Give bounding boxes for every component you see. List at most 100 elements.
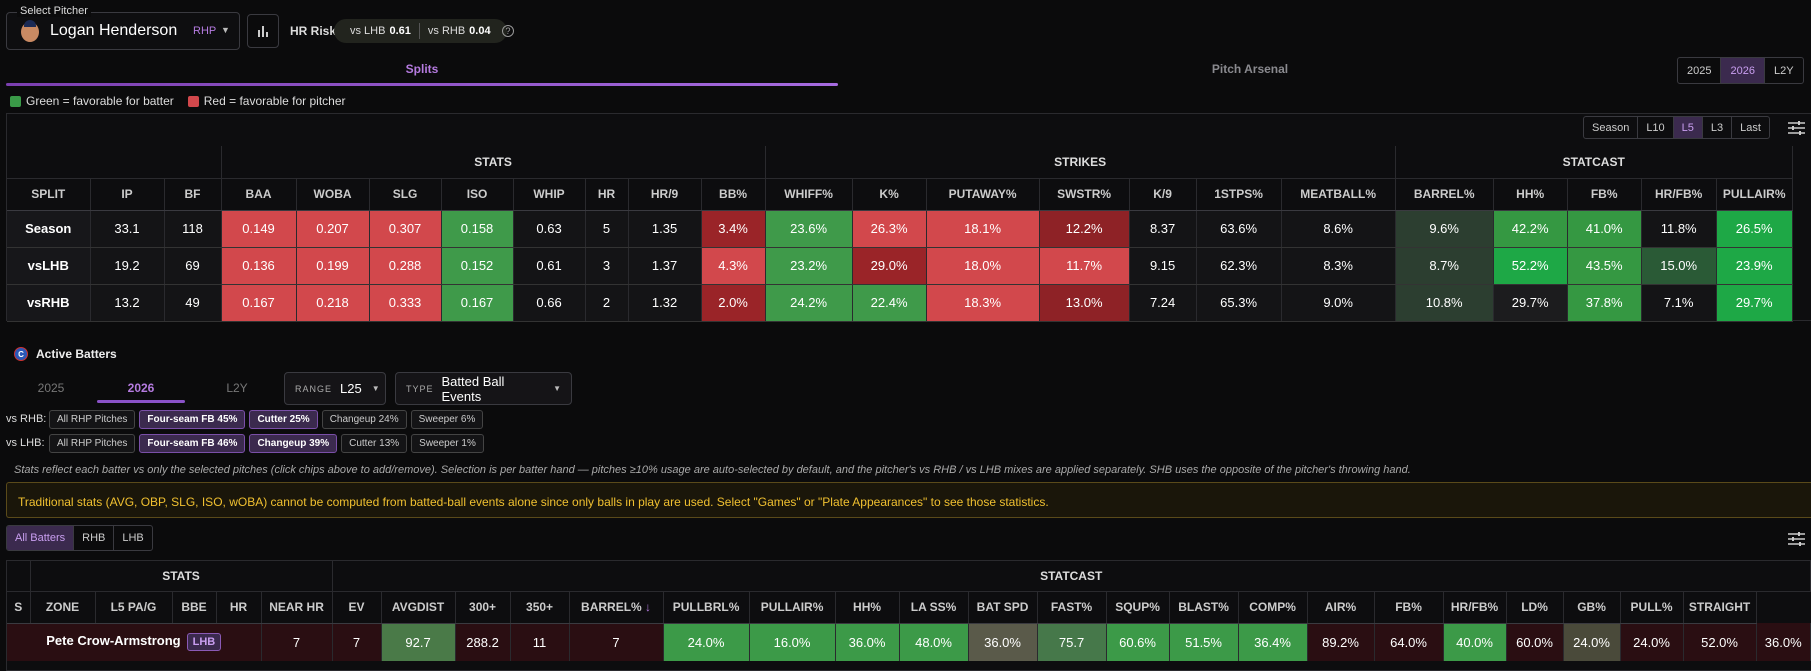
stat-cell: 11: [510, 623, 570, 661]
range-option-season[interactable]: Season: [1584, 117, 1639, 138]
stat-cell: 8.3%: [1281, 247, 1396, 285]
batter-year-tab-2026[interactable]: 2026: [127, 381, 155, 395]
range-option-l3[interactable]: L3: [1703, 117, 1733, 138]
tab-splits[interactable]: Splits: [405, 62, 439, 76]
col-header-k-9[interactable]: K/9: [1129, 178, 1197, 211]
col-header-pull[interactable]: PULL%: [1620, 591, 1684, 624]
col-header-swstr[interactable]: SWSTR%: [1039, 178, 1130, 211]
col-header-350[interactable]: 350+: [510, 591, 570, 624]
batter-year-tab-l2y[interactable]: L2Y: [226, 381, 248, 395]
pitch-chip-four-seam-fb-46[interactable]: Four-seam FB 46%: [139, 434, 246, 453]
col-header-l5-pa-g[interactable]: L5 PA/G: [95, 591, 173, 624]
batter-year-tab-2025[interactable]: 2025: [37, 381, 65, 395]
pitcher-select-label: Select Pitcher: [17, 5, 91, 17]
pitch-chip-all-rhp-pitches[interactable]: All RHP Pitches: [49, 434, 136, 453]
col-header-1stps[interactable]: 1STPS%: [1196, 178, 1282, 211]
tab-pitch-arsenal[interactable]: Pitch Arsenal: [1211, 62, 1289, 76]
col-header-fast[interactable]: FAST%: [1037, 591, 1107, 624]
col-header-ld[interactable]: LD%: [1506, 591, 1564, 624]
col-header-avgdist[interactable]: AVGDIST: [381, 591, 456, 624]
col-header-300[interactable]: 300+: [455, 591, 511, 624]
col-header-meatball[interactable]: MEATBALL%: [1281, 178, 1396, 211]
stat-cell: 63.6%: [1196, 210, 1282, 248]
col-header-fb[interactable]: FB%: [1374, 591, 1444, 624]
col-header-near-hr[interactable]: NEAR HR: [261, 591, 333, 624]
col-header-comp[interactable]: COMP%: [1238, 591, 1308, 624]
pitch-chip-changeup-24[interactable]: Changeup 24%: [321, 410, 407, 429]
type-dropdown[interactable]: TYPE Batted Ball Events ▼: [395, 372, 572, 405]
batter-name-cell[interactable]: Pete Crow-Armstrong LHB: [7, 623, 262, 661]
col-header-barrel[interactable]: BARREL% ↓: [569, 591, 664, 624]
hr-risk-label: HR Risk: [290, 24, 337, 38]
col-header-ip[interactable]: IP: [90, 178, 165, 211]
chart-toggle-button[interactable]: [247, 14, 279, 48]
col-header-hr-fb[interactable]: HR/FB%: [1443, 591, 1507, 624]
col-header-s[interactable]: S: [7, 591, 31, 624]
col-header-iso[interactable]: ISO: [441, 178, 514, 211]
stat-cell: 36.0%: [835, 623, 900, 661]
batter-filter-all-batters[interactable]: All Batters: [7, 526, 75, 550]
pitcher-select[interactable]: Select Pitcher Logan Henderson RHP ▼: [6, 5, 240, 50]
col-header-baa[interactable]: BAA: [221, 178, 297, 211]
col-header-slg[interactable]: SLG: [369, 178, 442, 211]
range-option-last[interactable]: Last: [1740, 121, 1761, 134]
col-header-hr-fb[interactable]: HR/FB%: [1641, 178, 1717, 211]
col-header-gb[interactable]: GB%: [1563, 591, 1621, 624]
batter-filter-rhb[interactable]: RHB: [74, 526, 115, 550]
pitch-chip-four-seam-fb-45[interactable]: Four-seam FB 45%: [139, 410, 246, 429]
col-header-fb[interactable]: FB%: [1567, 178, 1642, 211]
range-dropdown[interactable]: RANGE L25 ▼: [284, 372, 386, 405]
col-header-bat-spd[interactable]: BAT SPD: [968, 591, 1038, 624]
help-icon[interactable]: ?: [502, 25, 514, 37]
pitch-chip-all-rhp-pitches[interactable]: All RHP Pitches: [49, 410, 136, 429]
col-header-hr[interactable]: HR: [585, 178, 629, 211]
year-option-l2y[interactable]: L2Y: [1773, 64, 1794, 77]
col-header-squp[interactable]: SQUP%: [1106, 591, 1170, 624]
range-option-l5[interactable]: L5: [1673, 117, 1703, 138]
batter-hand-filter: All Batters RHB LHB: [6, 525, 153, 551]
col-header-barrel[interactable]: BARREL%: [1395, 178, 1494, 211]
pitch-chip-sweeper-6[interactable]: Sweeper 6%: [410, 410, 484, 429]
col-header-hh[interactable]: HH%: [835, 591, 900, 624]
batter-filter-lhb[interactable]: LHB: [122, 532, 144, 544]
col-header-pullbrl[interactable]: PULLBRL%: [663, 591, 750, 624]
col-header-hh[interactable]: HH%: [1493, 178, 1568, 211]
year-option-2026[interactable]: 2026: [1721, 58, 1765, 83]
pitch-chip-sweeper-1[interactable]: Sweeper 1%: [411, 434, 484, 453]
col-header-split[interactable]: SPLIT: [7, 178, 91, 211]
table-row[interactable]: Pete Crow-Armstrong LHB 7 7 92.7 288.2 11 7 24.0…: [7, 623, 1811, 661]
pitch-chip-cutter-13[interactable]: Cutter 13%: [341, 434, 408, 453]
col-header-air[interactable]: AIR%: [1307, 591, 1375, 624]
batter-hand-badge: LHB: [186, 633, 222, 652]
split-row-season: Season 33.1 118 0.149 0.207 0.307 0.158 0.63 5 1.…: [7, 210, 1793, 248]
year-option-2025[interactable]: 2025: [1678, 58, 1722, 83]
warning-banner: Traditional stats (AVG, OBP, SLG, ISO, w…: [6, 482, 1811, 518]
col-header-k[interactable]: K%: [852, 178, 927, 211]
pitch-chip-cutter-25[interactable]: Cutter 25%: [249, 410, 318, 429]
col-header-zone[interactable]: ZONE: [30, 591, 96, 624]
col-header-hr[interactable]: HR: [216, 591, 262, 624]
legend-red-swatch: [187, 95, 199, 107]
col-header-bf[interactable]: BF: [164, 178, 222, 211]
col-header-bb[interactable]: BB%: [701, 178, 766, 211]
col-header-la-ss[interactable]: LA SS%: [899, 591, 969, 624]
col-header-blast[interactable]: BLAST%: [1169, 591, 1239, 624]
col-header-pullair[interactable]: PULLAIR%: [749, 591, 836, 624]
col-header-putaway[interactable]: PUTAWAY%: [926, 178, 1040, 211]
stat-cell: 288.2: [455, 623, 511, 661]
col-header-pullair[interactable]: PULLAIR%: [1716, 178, 1793, 211]
col-header-whip[interactable]: WHIP: [513, 178, 586, 211]
stat-cell: 89.2%: [1307, 623, 1375, 661]
col-header-woba[interactable]: WOBA: [296, 178, 370, 211]
stat-cell: 29.7%: [1716, 284, 1793, 322]
pitch-chip-changeup-39[interactable]: Changeup 39%: [249, 434, 338, 453]
col-header-bbe[interactable]: BBE: [172, 591, 217, 624]
col-header-ev[interactable]: EV: [332, 591, 382, 624]
sliders-icon[interactable]: [1788, 532, 1805, 546]
col-header-whiff[interactable]: WHIFF%: [765, 178, 853, 211]
sliders-icon[interactable]: [1788, 121, 1805, 135]
col-header-straight[interactable]: STRAIGHT: [1683, 591, 1757, 624]
range-option-l10[interactable]: L10: [1638, 117, 1674, 138]
col-header-hr-9[interactable]: HR/9: [628, 178, 702, 211]
stat-cell: 23.2%: [765, 247, 853, 285]
